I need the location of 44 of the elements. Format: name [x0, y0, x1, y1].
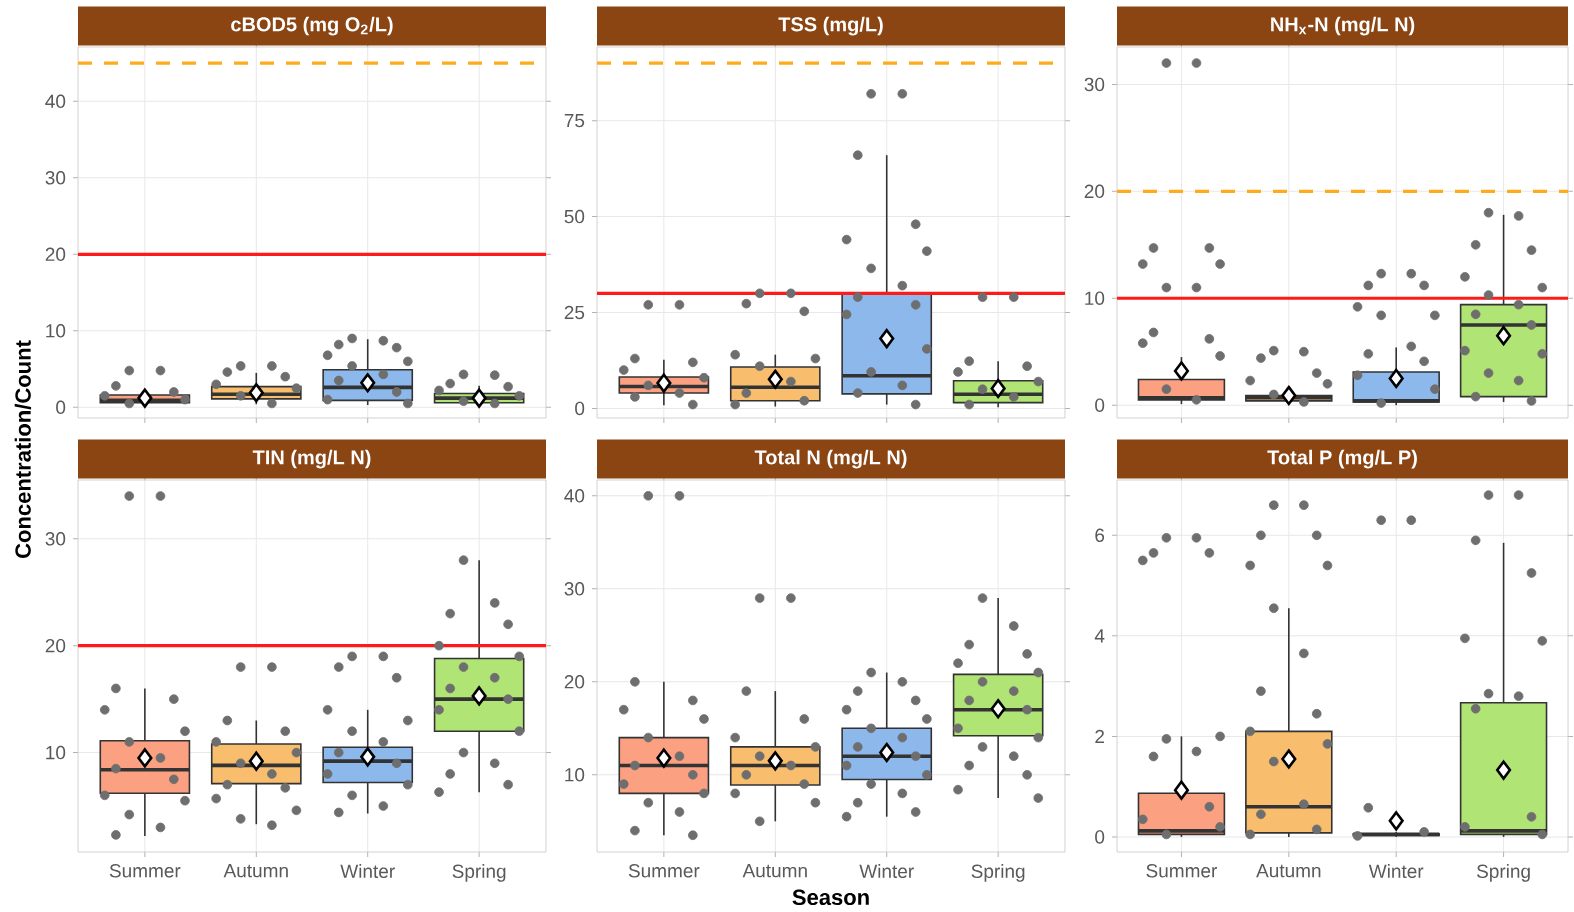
chart-title: NH$_{x}$-N (mg/L N) — [1271, 16, 1415, 36]
x-tick-label: Summer — [109, 864, 181, 878]
y-tick-label: 50 — [564, 209, 585, 224]
x-tick-label: Autumn — [742, 864, 807, 878]
y-tick-label: 10 — [1085, 291, 1105, 305]
x-tick-label: Winter — [859, 864, 914, 879]
y-tick-label: 10 — [46, 324, 66, 338]
x-tick-label: Summer — [1146, 864, 1218, 878]
y-tick-label: 40 — [564, 489, 585, 503]
y-tick-label: 6 — [1095, 528, 1105, 543]
y-tick-label: 30 — [1084, 77, 1105, 92]
y-tick-label: 30 — [564, 582, 585, 596]
y-tick-label: 0 — [56, 400, 66, 415]
x-axis-title: Season — [792, 889, 869, 906]
y-tick-label: 4 — [1094, 629, 1105, 643]
x-tick-label: Summer — [628, 864, 700, 878]
y-tick-label: 40 — [45, 94, 66, 109]
y-tick-label: 30 — [45, 532, 66, 546]
chart-title: TIN (mg/L N) — [252, 449, 371, 469]
x-tick-label: Winter — [1368, 864, 1424, 879]
chart-title: Total N (mg/L N) — [754, 449, 907, 469]
y-axis-title: Concentration/Count — [14, 340, 32, 558]
chart-title: Total P (mg/L P) — [1267, 449, 1417, 469]
y-tick-label: 2 — [1095, 729, 1105, 744]
y-tick-label: 20 — [564, 675, 585, 689]
x-tick-label: Spring — [971, 864, 1025, 882]
y-tick-label: 10 — [565, 768, 585, 782]
x-tick-label: Autumn — [223, 864, 288, 878]
y-tick-label: 20 — [45, 247, 66, 262]
y-tick-label: 10 — [46, 745, 66, 760]
y-tick-label: 75 — [564, 114, 585, 128]
x-tick-label: Spring — [452, 864, 506, 882]
y-tick-label: 0 — [1095, 398, 1105, 412]
y-tick-label: 20 — [1084, 184, 1105, 199]
y-tick-label: 0 — [575, 401, 585, 416]
y-tick-label: 20 — [45, 638, 66, 653]
chart-title: TSS (mg/L) — [778, 16, 883, 36]
y-tick-label: 0 — [1095, 830, 1105, 844]
x-tick-label: Autumn — [1256, 864, 1321, 878]
chart-title: cBOD5 (mg O$_{2}$/L) — [231, 16, 393, 36]
x-tick-label: Winter — [340, 864, 395, 879]
x-tick-label: Spring — [1477, 864, 1530, 882]
y-tick-label: 25 — [564, 305, 585, 320]
y-tick-label: 30 — [45, 171, 66, 185]
